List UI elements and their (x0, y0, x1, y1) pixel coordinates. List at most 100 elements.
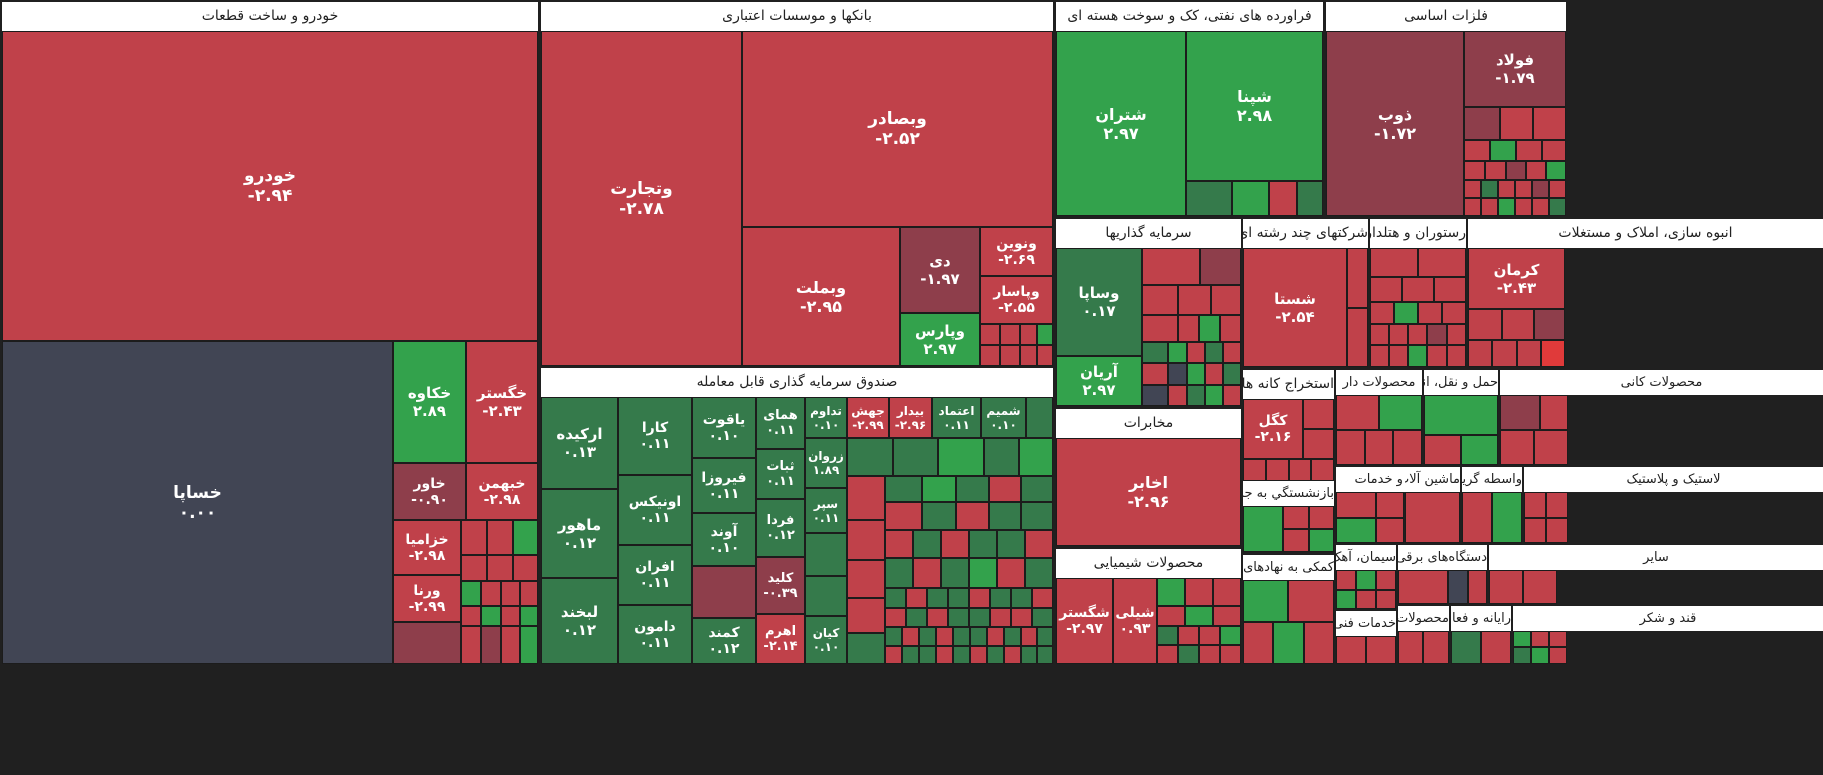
tile-khzamia[interactable]: خزامیا -۲.۹۸ (393, 520, 461, 575)
tile-small[interactable] (847, 438, 893, 476)
tile-etf[interactable]: اعتماد ۰.۱۱ (932, 397, 981, 438)
tile-small[interactable] (487, 555, 513, 581)
tile-small[interactable] (1000, 345, 1020, 366)
tile-small[interactable] (885, 530, 913, 558)
tile-small[interactable] (805, 533, 847, 576)
tile-small[interactable] (501, 626, 520, 664)
tile-small[interactable] (1423, 631, 1449, 664)
tile-small[interactable] (1205, 342, 1223, 363)
tile-small[interactable] (1546, 492, 1568, 518)
tile-small[interactable] (919, 646, 936, 664)
tile-small[interactable] (1019, 438, 1053, 476)
tile-small[interactable] (1427, 324, 1447, 345)
tile-etf[interactable]: تداوم ۰.۱۰ (805, 397, 847, 438)
tile-etf[interactable]: جهش -۲.۹۹ (847, 397, 889, 438)
tile-small[interactable] (1205, 363, 1223, 385)
tile-small[interactable] (847, 598, 885, 633)
tile-small[interactable] (1142, 385, 1168, 406)
tile-small[interactable] (1370, 345, 1389, 367)
tile-small[interactable] (513, 520, 538, 555)
tile-zob[interactable]: ذوب -۱.۷۲ (1326, 31, 1464, 216)
tile-small[interactable] (885, 476, 922, 502)
tile-small[interactable] (805, 576, 847, 616)
tile-small[interactable] (919, 627, 936, 646)
tile-small[interactable] (1448, 570, 1468, 604)
tile-small[interactable] (902, 646, 919, 664)
tile-small[interactable] (893, 438, 938, 476)
tile-small[interactable] (1515, 198, 1532, 216)
tile-small[interactable] (1379, 395, 1422, 430)
tile-etf[interactable]: شمیم ۰.۱۰ (981, 397, 1026, 438)
tile-small[interactable] (1178, 285, 1211, 315)
tile-khbahman[interactable]: خبهمن -۲.۹۸ (466, 463, 538, 520)
tile-small[interactable] (948, 588, 969, 608)
tile-small[interactable] (1309, 529, 1334, 552)
tile-small[interactable] (1492, 492, 1522, 543)
tile-small[interactable] (1549, 647, 1567, 664)
tile-small[interactable] (520, 581, 538, 606)
tile-small[interactable] (1185, 578, 1213, 606)
tile-small[interactable] (885, 558, 913, 588)
tile-etf[interactable]: بیدار -۲.۹۶ (889, 397, 932, 438)
tile-etf[interactable]: اونیکس ۰.۱۱ (618, 475, 692, 545)
tile-etf[interactable]: همای ۰.۱۱ (756, 397, 805, 449)
tile-small[interactable] (941, 530, 969, 558)
tile-small[interactable] (1376, 518, 1404, 543)
tile-small[interactable] (1546, 518, 1568, 543)
tile-small[interactable] (1211, 285, 1241, 315)
tile-small[interactable] (1376, 570, 1396, 590)
tile-small[interactable] (1376, 590, 1396, 609)
tile-small[interactable] (1370, 248, 1418, 277)
tile-small[interactable] (885, 608, 906, 627)
tile-small[interactable] (1021, 646, 1037, 664)
tile-small[interactable] (1157, 606, 1185, 626)
tile-small[interactable] (1243, 506, 1283, 552)
tile-small[interactable] (1464, 198, 1481, 216)
tile-small[interactable] (1004, 646, 1021, 664)
tile-small[interactable] (1356, 590, 1376, 609)
tile-fooolad[interactable]: فولاد -۱.۷۹ (1464, 31, 1566, 107)
tile-small[interactable] (913, 558, 941, 588)
tile-small[interactable] (847, 633, 885, 664)
tile-small[interactable] (1213, 578, 1241, 606)
tile-etf[interactable]: کیان ۰.۱۰ (805, 616, 847, 664)
tile-small[interactable] (1336, 518, 1376, 543)
tile-vsapa[interactable]: وساپا ۰.۱۷ (1056, 248, 1142, 356)
tile-small[interactable] (927, 588, 948, 608)
tile-small[interactable] (461, 555, 487, 581)
tile-small[interactable] (1464, 180, 1481, 198)
tile-akhaber[interactable]: اخابر -۲.۹۶ (1056, 438, 1241, 546)
tile-small[interactable] (1451, 631, 1481, 664)
tile-vbmellat[interactable]: وبملت -۲.۹۵ (742, 227, 900, 366)
tile-small[interactable] (1500, 107, 1533, 140)
tile-small[interactable] (1347, 308, 1368, 367)
tile-small[interactable] (1283, 529, 1309, 552)
tile-small[interactable] (980, 345, 1000, 366)
tile-small[interactable] (1025, 530, 1053, 558)
tile-small[interactable] (1000, 324, 1020, 345)
tile-vpasar[interactable]: وپاسار -۲.۵۵ (980, 276, 1053, 324)
tile-small[interactable] (1532, 198, 1549, 216)
tile-small[interactable] (987, 646, 1004, 664)
tile-small[interactable] (997, 530, 1025, 558)
tile-small[interactable] (1347, 248, 1368, 308)
tile-small[interactable] (1223, 385, 1241, 406)
tile-small[interactable] (1531, 647, 1549, 664)
tile-small[interactable] (1546, 161, 1566, 180)
tile-etf[interactable]: کمند ۰.۱۲ (692, 618, 756, 664)
tile-small[interactable] (1142, 248, 1200, 285)
tile-small[interactable] (1037, 324, 1053, 345)
tile-small[interactable] (481, 626, 501, 664)
tile-small[interactable] (1020, 324, 1037, 345)
tile-small[interactable] (1187, 342, 1205, 363)
tile-small[interactable] (969, 588, 990, 608)
tile-small[interactable] (1032, 588, 1053, 608)
tile-small[interactable] (1468, 309, 1502, 340)
tile-small[interactable] (1168, 363, 1187, 385)
tile-etf[interactable]: کلید -۰.۳۹ (756, 557, 805, 614)
tile-khkaveh[interactable]: خکاوه ۲.۸۹ (393, 341, 466, 463)
tile-small[interactable] (1021, 502, 1053, 530)
tile-small[interactable] (1526, 161, 1546, 180)
tile-khgostar[interactable]: خگستر -۲.۴۳ (466, 341, 538, 463)
tile-small[interactable] (1442, 302, 1466, 324)
